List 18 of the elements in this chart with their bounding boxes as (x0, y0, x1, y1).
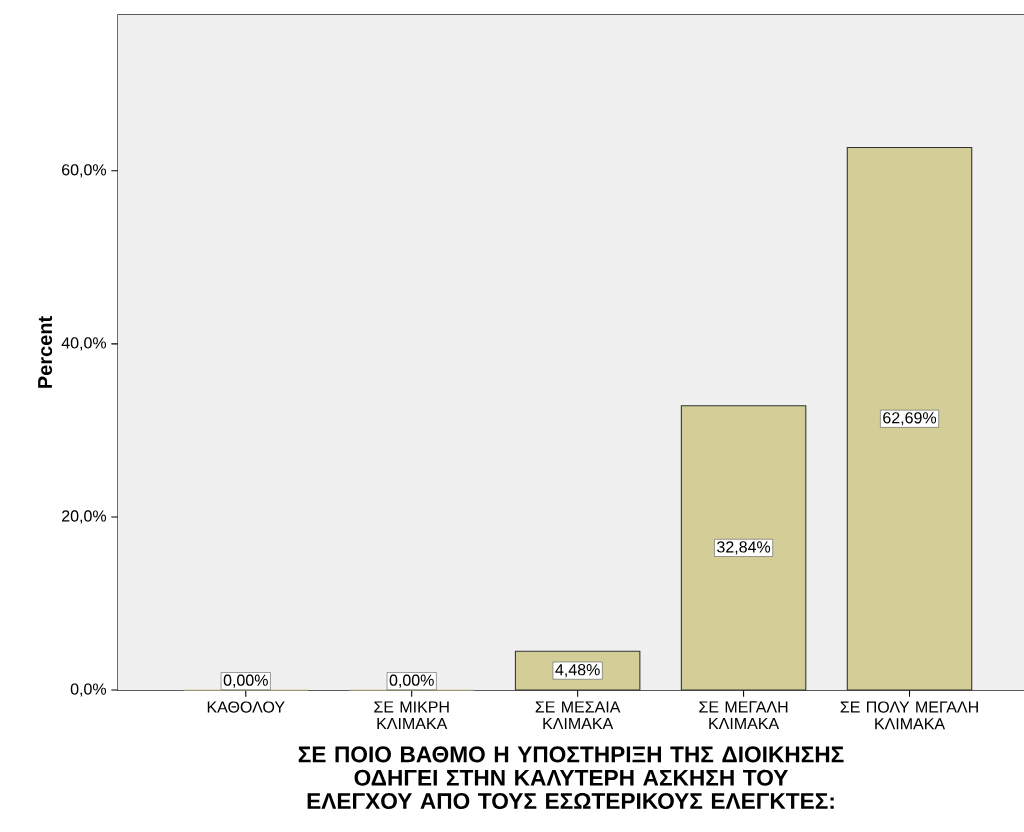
data-label: 62,69% (883, 412, 937, 426)
y-tick-label: 60,0% (62, 164, 107, 178)
y-tick-label: 20,0% (62, 510, 107, 524)
y-axis-title: Percent (38, 316, 53, 388)
bar (846, 146, 973, 691)
x-tick-label: ΣΕ ΜΕΣΑΙΑ ΚΛΙΜΑΚΑ (535, 701, 621, 730)
x-tick-label: ΣΕ ΠΟΛΥ ΜΕΓΑΛΗ ΚΛΙΜΑΚΑ (840, 701, 978, 730)
x-tick-label: ΣΕ ΜΕΓΑΛΗ ΚΛΙΜΑΚΑ (699, 701, 788, 730)
y-tick-label: 0,0% (70, 683, 107, 697)
data-label: 32,84% (717, 541, 771, 555)
data-label: 4,48% (555, 664, 600, 678)
y-tick-label: 40,0% (61, 337, 107, 351)
bar (680, 405, 807, 691)
x-tick-label: ΣΕ ΜΙΚΡΗ ΚΛΙΜΑΚΑ (374, 701, 449, 730)
x-tick-label: ΚΑΘΟΛΟΥ (207, 701, 285, 713)
data-label: 0,00% (223, 674, 268, 688)
data-label: 0,00% (389, 674, 434, 688)
x-axis-title: ΣΕ ΠΟΙΟ ΒΑΘΜΟ Η ΥΠΟΣΤΗΡΙΞΗ ΤΗΣ ΔΙΟΙΚΗΣΗΣ ΟΔΗΓΕΙ ΣΤΗΝ ΚΑΛΥΤΕΡΗ ΑΣΚΗΣΗ ΤΟΥ ΕΛΕΓΧΟΥ ΑΠΟ ΤΟΥΣ ΕΣΩΤΕΡΙΚΟΥΣ ΕΛΕΓΚΤΕΣ: (298, 746, 844, 810)
